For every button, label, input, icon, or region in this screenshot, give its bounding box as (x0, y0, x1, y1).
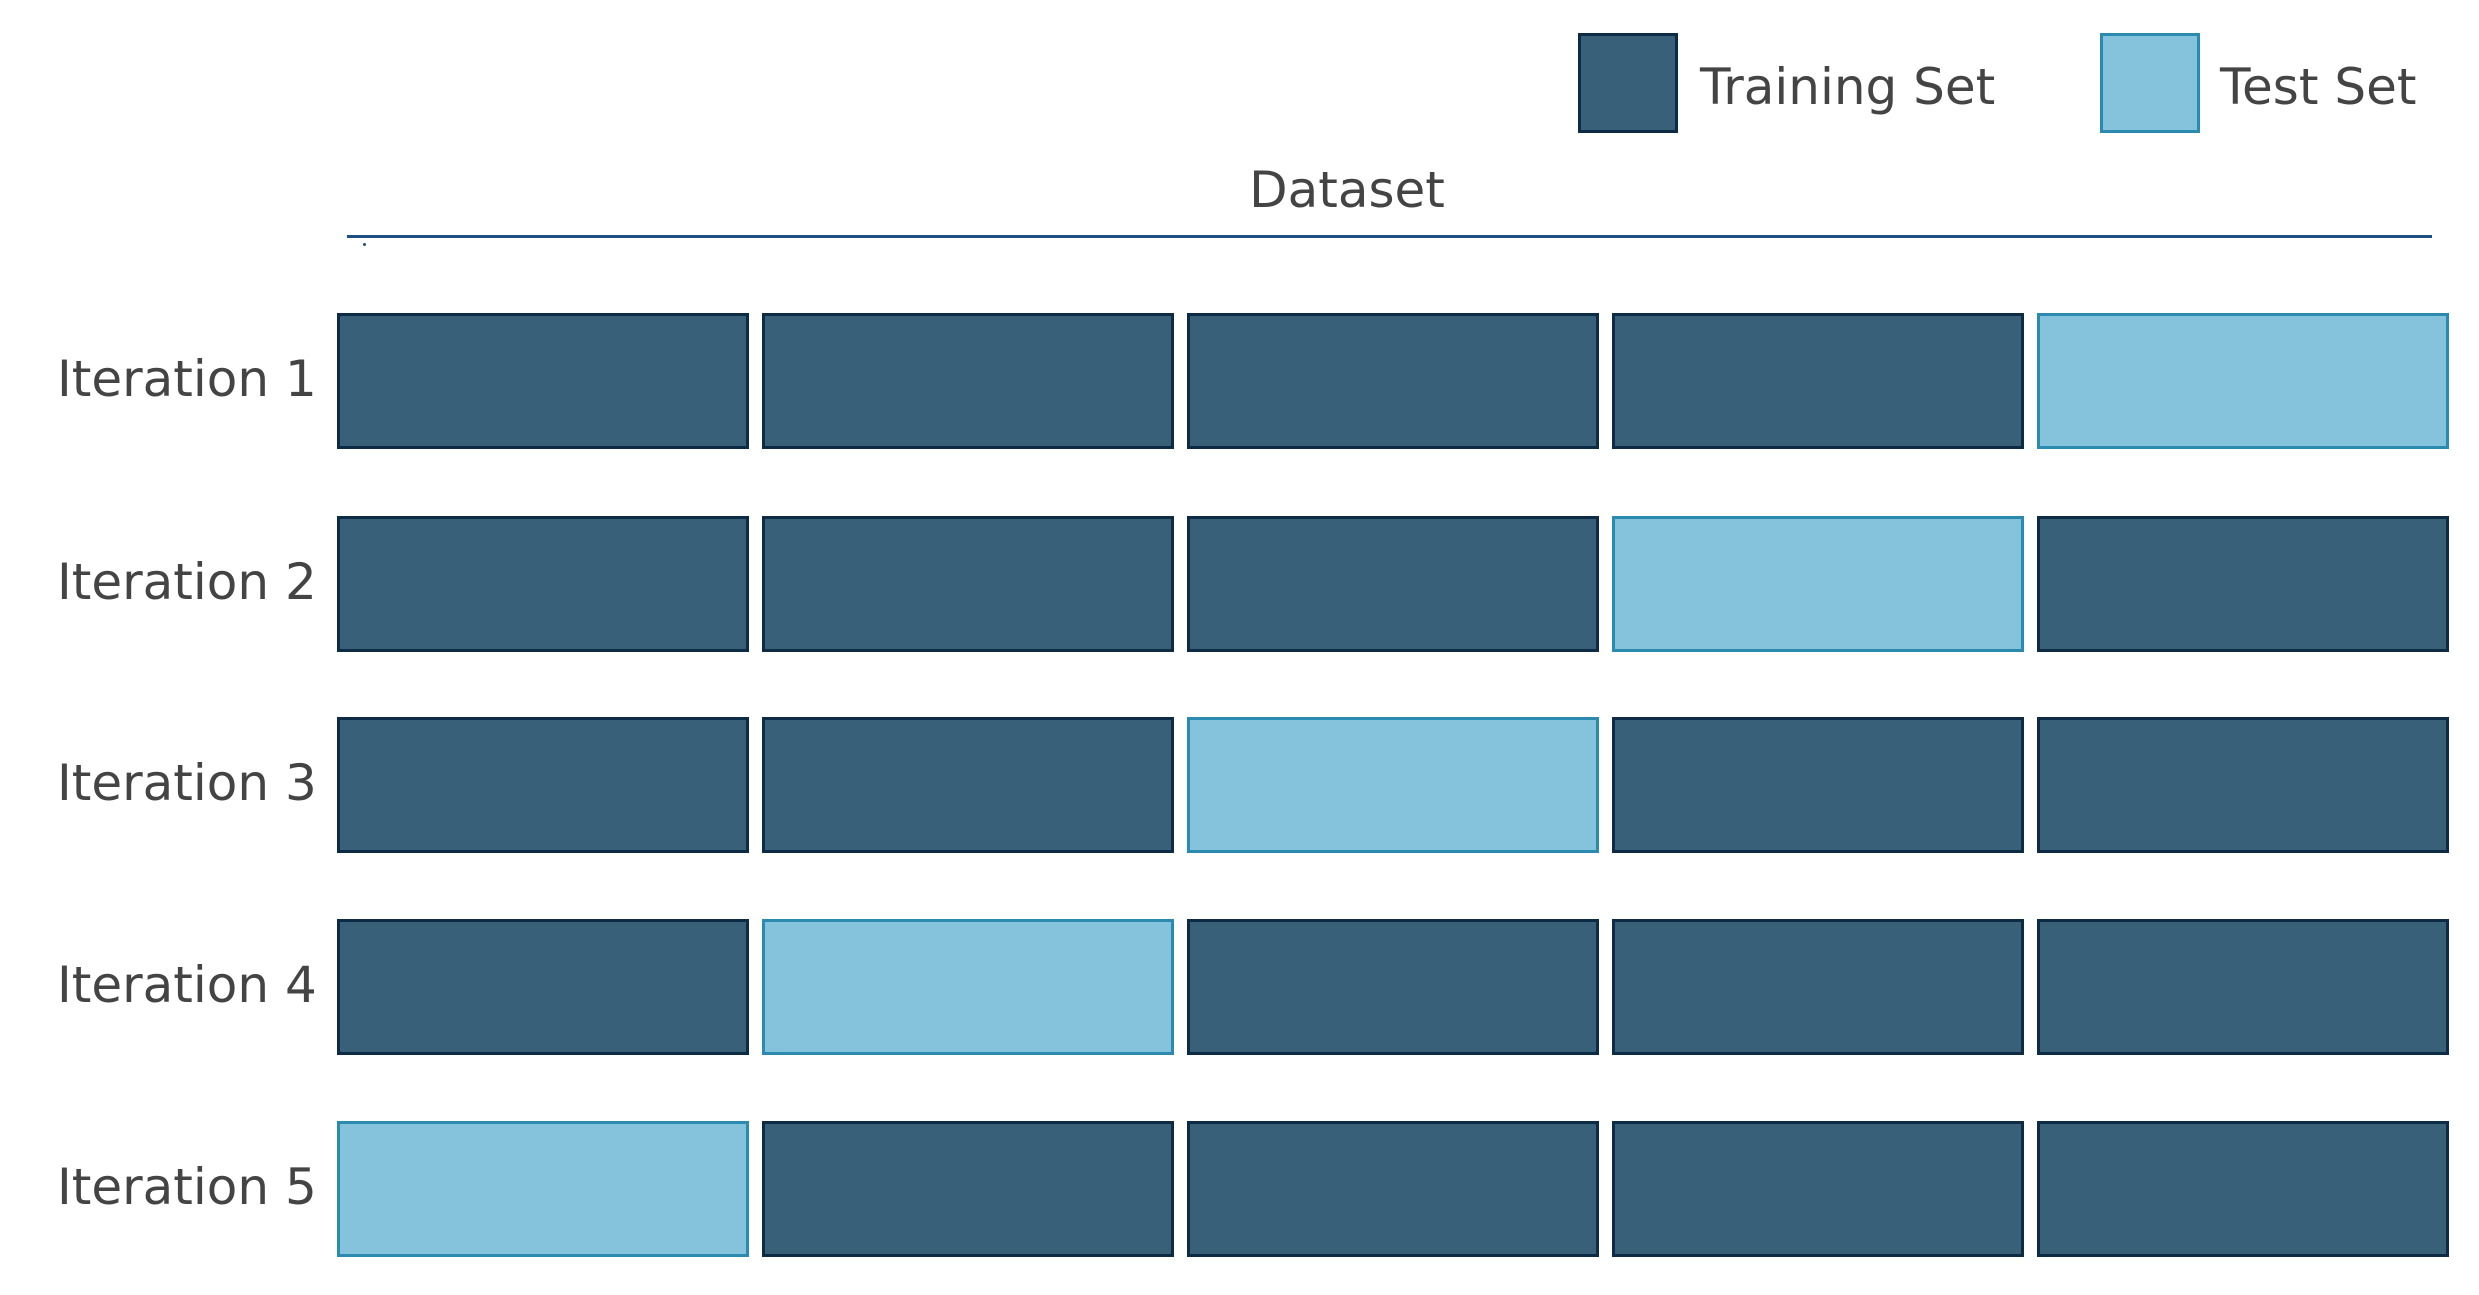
training-fold (762, 313, 1174, 449)
test-fold (762, 919, 1174, 1055)
training-fold (2037, 717, 2449, 853)
training-fold (1187, 313, 1599, 449)
legend-test-swatch (2100, 33, 2200, 133)
training-fold (2037, 919, 2449, 1055)
test-fold (1612, 516, 2024, 652)
iteration-label: Iteration 1 (57, 350, 317, 408)
training-fold (1187, 1121, 1599, 1257)
test-fold (337, 1121, 749, 1257)
training-fold (1612, 919, 2024, 1055)
dataset-bracket-tick (363, 243, 366, 246)
training-fold (337, 717, 749, 853)
training-fold (1187, 919, 1599, 1055)
test-fold (1187, 717, 1599, 853)
iteration-label: Iteration 4 (57, 956, 317, 1014)
dataset-bracket-line (347, 235, 2432, 238)
training-fold (1187, 516, 1599, 652)
test-fold (2037, 313, 2449, 449)
iteration-label: Iteration 5 (57, 1158, 317, 1216)
dataset-title: Dataset (1249, 161, 1445, 219)
legend-test-label: Test Set (2220, 58, 2417, 116)
iteration-label: Iteration 2 (57, 553, 317, 611)
training-fold (2037, 516, 2449, 652)
training-fold (337, 313, 749, 449)
iteration-label: Iteration 3 (57, 754, 317, 812)
legend-training-label: Training Set (1700, 58, 1996, 116)
training-fold (1612, 1121, 2024, 1257)
training-fold (337, 919, 749, 1055)
legend-training-swatch (1578, 33, 1678, 133)
training-fold (762, 516, 1174, 652)
training-fold (762, 1121, 1174, 1257)
training-fold (337, 516, 749, 652)
training-fold (2037, 1121, 2449, 1257)
training-fold (1612, 717, 2024, 853)
training-fold (762, 717, 1174, 853)
training-fold (1612, 313, 2024, 449)
